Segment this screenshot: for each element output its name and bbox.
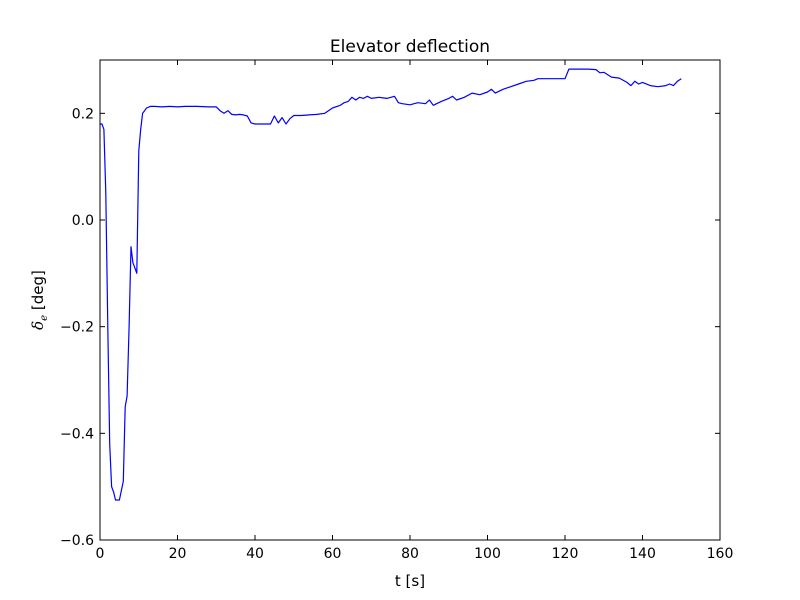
x-tick-label: 120	[552, 546, 579, 562]
y-tick-label: −0.4	[60, 426, 94, 442]
y-tick-label: −0.2	[60, 320, 94, 336]
x-tick-label: 100	[474, 546, 501, 562]
y-axis-label-unit: [deg]	[29, 270, 47, 315]
x-tick-label: 40	[246, 546, 264, 562]
series-line-0	[100, 68, 682, 501]
x-tick-label: 160	[707, 546, 734, 562]
y-axis-label: δe [deg]	[29, 270, 50, 330]
plot-area: 0 20 40 60 80 100 120 140 160 −0.6 −0.4 −0.2 0.0 0.2	[60, 59, 734, 562]
y-tick-label: 0.2	[72, 106, 94, 122]
x-axis-label: t [s]	[395, 572, 425, 590]
x-tick-label: 20	[169, 546, 187, 562]
x-tick-label: 60	[324, 546, 342, 562]
x-tick-label: 0	[96, 546, 105, 562]
x-tick-label: 80	[401, 546, 419, 562]
x-tick-label: 140	[629, 546, 656, 562]
chart-title: Elevator deflection	[330, 37, 490, 57]
y-tick-label: −0.6	[60, 533, 94, 549]
y-axis-label-subscript: e	[39, 315, 50, 321]
y-tick-label: 0.0	[72, 213, 94, 229]
y-axis-label-symbol: δ	[29, 321, 47, 330]
